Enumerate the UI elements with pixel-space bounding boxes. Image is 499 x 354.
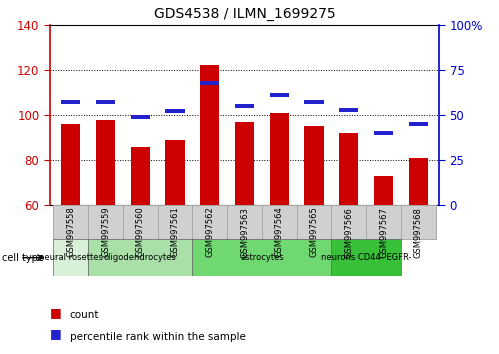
Bar (374, 131, 393, 135)
Text: GSM997562: GSM997562 (205, 207, 214, 257)
Text: cell type: cell type (2, 253, 44, 263)
Bar (53, 205, 88, 239)
FancyBboxPatch shape (262, 205, 296, 239)
Bar (269, 113, 289, 205)
Text: neurons CD44- EGFR-: neurons CD44- EGFR- (321, 253, 411, 262)
Text: count: count (70, 310, 99, 320)
Bar (304, 126, 323, 205)
Bar (235, 122, 254, 205)
Text: GSM997563: GSM997563 (240, 207, 249, 258)
Bar (88, 239, 193, 276)
Text: oligodendrocytes: oligodendrocytes (104, 253, 177, 262)
Bar (200, 80, 220, 85)
Bar (339, 108, 358, 112)
Text: GSM997565: GSM997565 (309, 207, 318, 257)
FancyBboxPatch shape (331, 205, 366, 239)
Bar (193, 205, 227, 239)
Bar (166, 140, 185, 205)
Text: GSM997568: GSM997568 (414, 207, 423, 258)
Bar (96, 101, 115, 104)
Bar (235, 104, 254, 108)
Bar (409, 122, 428, 126)
Title: GDS4538 / ILMN_1699275: GDS4538 / ILMN_1699275 (154, 7, 335, 21)
FancyBboxPatch shape (88, 205, 123, 239)
Text: astrocytes: astrocytes (240, 253, 284, 262)
Bar (131, 115, 150, 119)
Bar (193, 239, 331, 276)
Bar (409, 158, 428, 205)
Text: GSM997564: GSM997564 (275, 207, 284, 257)
FancyBboxPatch shape (123, 205, 158, 239)
FancyBboxPatch shape (366, 205, 401, 239)
Text: GSM997559: GSM997559 (101, 207, 110, 257)
Bar (200, 65, 220, 205)
Bar (96, 120, 115, 205)
FancyBboxPatch shape (401, 205, 436, 239)
Bar (227, 205, 262, 239)
FancyBboxPatch shape (227, 205, 262, 239)
Bar (296, 205, 331, 239)
Bar (269, 93, 289, 97)
Text: GSM997561: GSM997561 (171, 207, 180, 257)
Bar (158, 205, 193, 239)
Bar (401, 205, 436, 239)
Bar (304, 101, 323, 104)
Text: GSM997560: GSM997560 (136, 207, 145, 257)
Text: neural rosettes: neural rosettes (39, 253, 103, 262)
Text: ■: ■ (50, 306, 62, 319)
Text: GSM997558: GSM997558 (66, 207, 75, 257)
Bar (61, 101, 80, 104)
Bar (374, 176, 393, 205)
Text: percentile rank within the sample: percentile rank within the sample (70, 332, 246, 342)
Bar (339, 133, 358, 205)
Bar (53, 239, 88, 276)
Bar (331, 239, 401, 276)
FancyBboxPatch shape (193, 205, 227, 239)
FancyBboxPatch shape (296, 205, 331, 239)
Bar (166, 109, 185, 114)
Bar (366, 205, 401, 239)
Bar (123, 205, 158, 239)
Bar (131, 147, 150, 205)
FancyBboxPatch shape (53, 205, 88, 239)
FancyBboxPatch shape (158, 205, 193, 239)
Bar (331, 205, 366, 239)
Text: GSM997566: GSM997566 (344, 207, 353, 258)
Text: ■: ■ (50, 327, 62, 340)
Bar (88, 205, 123, 239)
Text: GSM997567: GSM997567 (379, 207, 388, 258)
Bar (61, 124, 80, 205)
Bar (262, 205, 296, 239)
